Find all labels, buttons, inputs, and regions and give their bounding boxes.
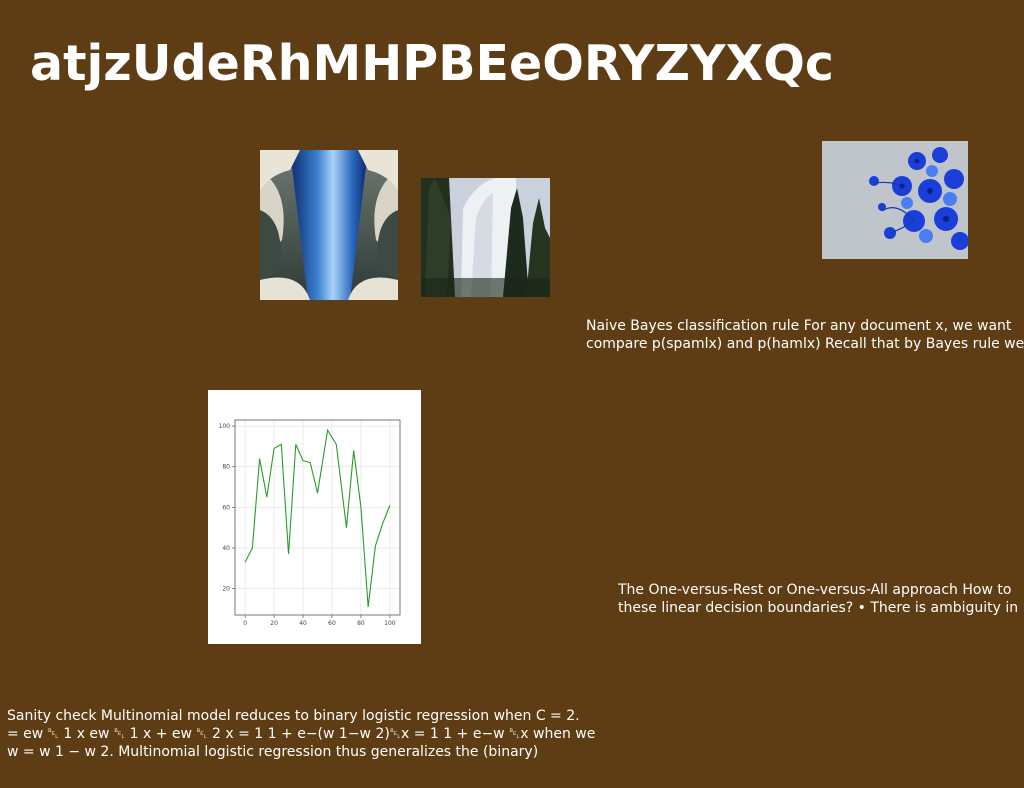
x-tick-label: 100 [384,620,396,627]
line-chart-svg: 0 20 40 60 80 100 20 40 60 80 100 [219,419,401,627]
x-tick-label: 60 [328,620,336,627]
text-line: = ew ␇ 1 x ew ␇ 1 x + ew ␇ 2 x = 1 1 + e… [7,726,596,742]
plot-frame [234,419,401,616]
y-tick-label: 60 [222,504,230,511]
text-line: compare p(spamlx) and p(hamlx) Recall th… [586,336,1024,352]
naive-bayes-text: Naive Bayes classification rule For any … [586,317,1024,353]
architecture-photo [260,150,398,300]
x-tick-label: 40 [299,620,307,627]
flowers-photo [822,141,968,259]
series-line [244,428,391,607]
text-line: Sanity check Multinomial model reduces t… [7,708,580,724]
one-vs-rest-text: The One-versus-Rest or One-versus-All ap… [618,581,1018,617]
x-tick-label: 0 [243,620,247,627]
y-tick-label: 100 [219,423,231,430]
text-line: The One-versus-Rest or One-versus-All ap… [618,582,1012,598]
page-title: atjzUdeRhMHPBEeORYZYXQc [30,35,834,92]
text-line: Naive Bayes classification rule For any … [586,318,1012,334]
y-tick-label: 40 [222,545,230,552]
sanity-check-text: Sanity check Multinomial model reduces t… [7,707,595,761]
text-line: w = w 1 − w 2. Multinomial logistic regr… [7,744,539,760]
x-tick-label: 80 [357,620,365,627]
cliff-photo [421,178,550,297]
x-tick-label: 20 [270,620,278,627]
y-tick-label: 20 [222,586,230,593]
y-tick-label: 80 [222,464,230,471]
text-line: these linear decision boundaries? • Ther… [618,600,1019,616]
line-chart: 0 20 40 60 80 100 20 40 60 80 100 [208,390,421,644]
